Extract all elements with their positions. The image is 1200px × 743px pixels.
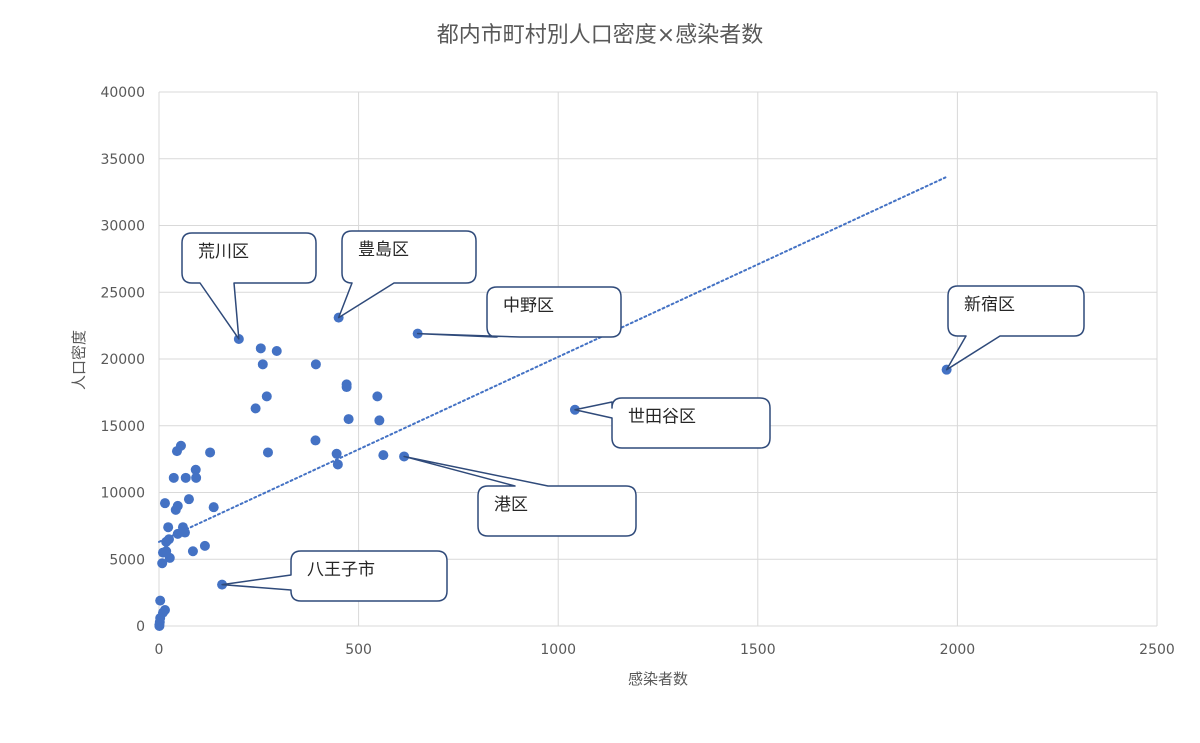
data-point [172, 528, 183, 539]
data-point [378, 450, 389, 461]
callout-label: 豊島区 [358, 240, 409, 260]
data-point [310, 359, 321, 370]
data-point [372, 391, 383, 402]
grid-lines [158, 91, 1158, 627]
y-tick-label: 30000 [100, 219, 145, 235]
data-point [261, 391, 272, 402]
data-point [374, 415, 385, 426]
data-point [208, 502, 219, 513]
data-point [343, 414, 354, 425]
y-tick-label: 10000 [100, 486, 145, 502]
data-point [199, 540, 210, 551]
callout-label: 八王子市 [307, 560, 375, 580]
data-point [332, 459, 343, 470]
data-point [163, 534, 174, 545]
data-point [190, 464, 201, 475]
trendline-layer [158, 176, 947, 543]
chart-title: 都内市町村別人口密度×感染者数 [437, 23, 763, 48]
data-point [180, 472, 191, 483]
callout-box [403, 455, 637, 537]
y-tick-label: 25000 [100, 285, 145, 301]
trendline [158, 176, 947, 543]
callout-label: 新宿区 [964, 295, 1015, 315]
data-point [187, 546, 198, 557]
data-point [205, 447, 216, 458]
data-point [171, 446, 182, 457]
callout-box [337, 230, 477, 319]
data-point [163, 522, 174, 533]
data-point [331, 448, 342, 459]
data-point [164, 552, 175, 563]
data-point [157, 558, 168, 569]
data-point [310, 435, 321, 446]
data-point [183, 494, 194, 505]
callout-box [574, 397, 771, 449]
x-tick-label: 1000 [540, 642, 576, 658]
callout-label: 世田谷区 [628, 407, 696, 427]
data-point [170, 504, 181, 515]
y-tick-label: 5000 [109, 552, 145, 568]
data-point [257, 359, 268, 370]
callout-box [416, 286, 622, 338]
data-point [262, 447, 273, 458]
callout-label: 港区 [494, 495, 528, 515]
data-point [159, 498, 170, 509]
x-axis-title: 感染者数 [628, 670, 688, 688]
tick-labels: 0500010000150002000025000300003500040000… [100, 85, 1174, 658]
y-tick-label: 0 [136, 619, 145, 635]
data-point [155, 595, 166, 606]
callout-label: 中野区 [503, 296, 554, 316]
callout-box [945, 285, 1085, 371]
x-tick-label: 2500 [1139, 642, 1175, 658]
data-point [154, 621, 165, 631]
x-tick-label: 500 [345, 642, 372, 658]
y-tick-label: 20000 [100, 352, 145, 368]
callout-label: 荒川区 [198, 242, 249, 262]
data-point [255, 343, 266, 354]
data-points [154, 312, 952, 631]
callout-box [181, 232, 317, 340]
x-tick-label: 2000 [940, 642, 976, 658]
callout-box [221, 550, 448, 602]
data-point [191, 472, 202, 483]
x-tick-label: 1500 [740, 642, 776, 658]
y-axis-title: 人口密度 [70, 330, 88, 390]
data-point [250, 403, 261, 414]
data-point [341, 382, 352, 393]
y-tick-label: 40000 [100, 85, 145, 101]
x-tick-label: 0 [155, 642, 164, 658]
y-tick-label: 35000 [100, 152, 145, 168]
data-point [271, 345, 282, 356]
y-tick-label: 15000 [100, 419, 145, 435]
data-point [168, 472, 179, 483]
